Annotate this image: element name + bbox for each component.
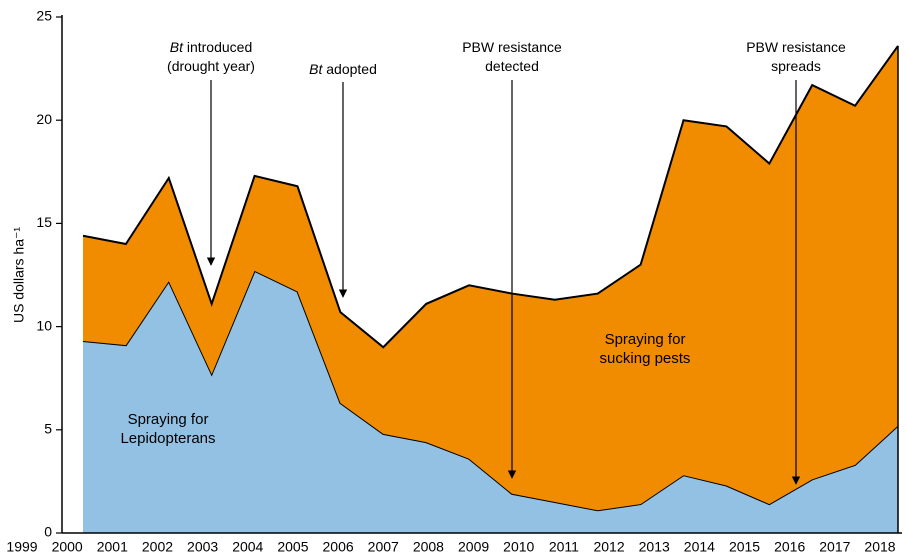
area-label-box: Spraying for Lepidopterans [120, 411, 216, 447]
x-tick-label: 2000 [52, 539, 83, 555]
annotation-emphasis: Bt [170, 39, 187, 55]
x-tick-label: 2007 [368, 539, 399, 555]
x-tick-label: 2015 [729, 539, 760, 555]
annotation-text: detected [485, 58, 539, 74]
y-tick-label: 0 [44, 524, 52, 540]
annotation: spreads [771, 58, 821, 74]
area [83, 270, 898, 533]
area-label-box: Spraying for sucking pests [599, 331, 691, 367]
x-tick-label: 2009 [458, 539, 489, 555]
x-tick-label: 2016 [774, 539, 805, 555]
x-tick-label: 2002 [142, 539, 173, 555]
x-tick-label: 2018 [864, 539, 895, 555]
x-tick-label: 2008 [413, 539, 444, 555]
annotation: Bt adopted [309, 61, 377, 77]
y-tick-label: 5 [44, 421, 52, 437]
annotation-text: (drought year) [167, 58, 255, 74]
y-tick-label: 15 [36, 214, 52, 230]
x-tick-label: 2005 [277, 539, 308, 555]
annotation: PBW resistance [462, 39, 562, 55]
x-tick-label: 2003 [187, 539, 218, 555]
area-label: Spraying for Lepidopterans [120, 411, 216, 447]
y-axis-label: US dollars ha⁻¹ [11, 227, 27, 323]
annotation-text: spreads [771, 58, 821, 74]
x-tick-label: 2004 [232, 539, 263, 555]
x-tick-label: 2017 [819, 539, 850, 555]
area [83, 45, 898, 511]
y-tick-label: 10 [36, 317, 52, 333]
x-tick-label: 2006 [323, 539, 354, 555]
x-tick-label: 1999 [6, 539, 37, 555]
x-tick-label: 2001 [97, 539, 128, 555]
annotation: Bt introduced [170, 39, 253, 55]
annotation: PBW resistance [746, 39, 846, 55]
area-edge [82, 45, 899, 349]
y-tick-label: 25 [36, 8, 52, 24]
annotation-text: PBW resistance [746, 39, 846, 55]
annotation: (drought year) [167, 58, 255, 74]
x-tick-label: 2011 [549, 539, 579, 555]
x-tick-label: 2010 [503, 539, 534, 555]
annotation: detected [485, 58, 539, 74]
annotation-text: adopted [326, 61, 377, 77]
area-label: Spraying for sucking pests [599, 331, 691, 367]
annotation-emphasis: Bt [309, 61, 326, 77]
x-tick-label: 2014 [684, 539, 715, 555]
annotation-text: introduced [187, 39, 252, 55]
x-tick-label: 2013 [639, 539, 670, 555]
x-tick-label: 2012 [593, 539, 624, 555]
y-tick-label: 20 [36, 111, 52, 127]
annotation-text: PBW resistance [462, 39, 562, 55]
